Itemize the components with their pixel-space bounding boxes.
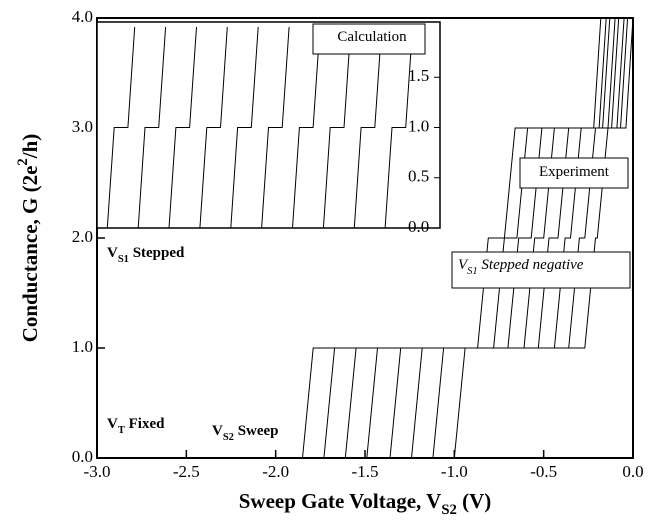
y-axis-label: Conductance, G (2e2/h) xyxy=(15,134,41,343)
annotation-part: T xyxy=(118,425,125,436)
annotation-part: Fixed xyxy=(125,416,165,432)
x-tick-label: -2.0 xyxy=(262,462,289,481)
annotation-part: Calculation xyxy=(337,29,407,45)
y-tick-label: 0.0 xyxy=(408,217,429,236)
chart: -3.0-2.5-2.0-1.5-1.0-0.50.00.01.02.03.04… xyxy=(0,0,663,523)
y-tick-label: 4.0 xyxy=(72,7,93,26)
annotation-part: S1 xyxy=(118,254,129,265)
x-axis-label-part: Sweep Gate Voltage, V xyxy=(239,489,442,513)
annotation-part: V xyxy=(107,245,118,261)
y-tick-label: 2.0 xyxy=(72,227,93,246)
annotation-part: Experiment xyxy=(539,164,610,180)
x-tick-label: 0.0 xyxy=(622,462,643,481)
x-axis-label-part: (V) xyxy=(457,489,491,513)
page: {"chart_data":[ {"type":"line","xlabel":… xyxy=(0,0,663,523)
annotation-part: Stepped xyxy=(129,245,185,261)
y-axis-label-part: 2 xyxy=(15,158,31,165)
y-tick-label: 1.0 xyxy=(408,116,429,135)
y-tick-label: 0.0 xyxy=(72,447,93,466)
y-axis-label-part: Conductance, G (2e xyxy=(18,166,42,343)
x-axis-label-part: S2 xyxy=(441,502,457,518)
y-tick-label: 1.0 xyxy=(72,337,93,356)
annotation-part: Sweep xyxy=(234,423,279,439)
x-axis-label: Sweep Gate Voltage, VS2 (V) xyxy=(239,489,492,519)
y-tick-label: 3.0 xyxy=(72,117,93,136)
annotation: Calculation xyxy=(337,29,407,45)
y-tick-label: 0.5 xyxy=(408,167,429,186)
annotation-part: S2 xyxy=(223,432,234,443)
x-tick-label: -1.5 xyxy=(352,462,379,481)
annotation: Experiment xyxy=(539,164,610,180)
x-tick-label: -0.5 xyxy=(530,462,557,481)
annotation-part: Stepped negative xyxy=(478,257,584,273)
x-tick-label: -1.0 xyxy=(441,462,468,481)
x-tick-label: -2.5 xyxy=(173,462,200,481)
annotation-part: V xyxy=(107,416,118,432)
annotation-part: V xyxy=(212,423,223,439)
y-tick-label: 1.5 xyxy=(408,66,429,85)
y-axis-label-part: /h) xyxy=(18,134,42,160)
annotation-part: S1 xyxy=(467,266,478,277)
